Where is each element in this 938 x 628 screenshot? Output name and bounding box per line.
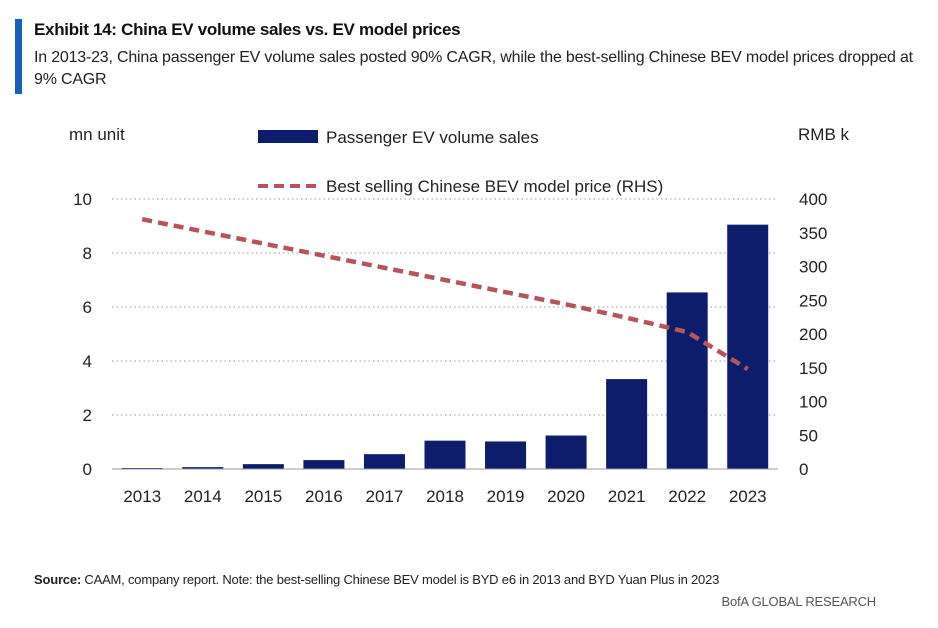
bar-2020: [545, 435, 587, 469]
left-tick-label: 2: [83, 406, 92, 425]
right-tick-label: 200: [799, 325, 827, 344]
x-tick-label: 2019: [487, 487, 525, 506]
price-line: [141, 217, 749, 372]
left-tick-label: 0: [83, 460, 92, 479]
x-tick-label: 2018: [426, 487, 464, 506]
bar-2014: [182, 467, 224, 469]
x-tick-label: 2022: [668, 487, 706, 506]
right-tick-label: 0: [799, 460, 808, 479]
x-tick-label: 2023: [729, 487, 767, 506]
brand-footer: BofA GLOBAL RESEARCH: [721, 594, 877, 609]
right-tick-label: 350: [799, 224, 827, 243]
right-tick-label: 150: [799, 359, 827, 378]
bar-2022: [666, 292, 708, 469]
x-tick-label: 2014: [184, 487, 222, 506]
exhibit-subtitle: In 2013-23, China passenger EV volume sa…: [34, 49, 913, 88]
legend-line-label: Best selling Chinese BEV model price (RH…: [326, 177, 663, 196]
x-tick-label: 2015: [244, 487, 282, 506]
left-tick-label: 8: [83, 244, 92, 263]
right-tick-label: 250: [799, 291, 827, 310]
x-tick-label: 2021: [608, 487, 646, 506]
right-tick-label: 100: [799, 393, 827, 412]
bar-2019: [485, 441, 527, 469]
legend-bar-label: Passenger EV volume sales: [326, 128, 539, 147]
right-tick-label: 300: [799, 258, 827, 277]
line-series: [141, 217, 749, 372]
right-tick-label: 50: [799, 426, 818, 445]
source-note: Source: CAAM, company report. Note: the …: [34, 572, 719, 587]
x-tick-label: 2016: [305, 487, 343, 506]
left-tick-label: 4: [83, 352, 92, 371]
right-tick-label: 400: [799, 190, 827, 209]
left-tick-label: 10: [73, 190, 92, 209]
x-tick-label: 2013: [123, 487, 161, 506]
x-tick-label: 2020: [547, 487, 585, 506]
source-label: Source:: [34, 572, 82, 587]
bar-series: [121, 224, 769, 469]
bar-2017: [363, 454, 405, 469]
title-accent-bar: [15, 19, 22, 94]
bar-2023: [727, 224, 769, 469]
bar-2018: [424, 440, 466, 469]
bar-2021: [606, 379, 648, 469]
left-axis-label: mn unit: [69, 125, 125, 144]
left-tick-label: 6: [83, 298, 92, 317]
exhibit-title: Exhibit 14: China EV volume sales vs. EV…: [34, 20, 461, 39]
x-tick-label: 2017: [366, 487, 404, 506]
source-text: CAAM, company report. Note: the best-sel…: [81, 572, 720, 587]
legend-bar-swatch: [258, 130, 318, 143]
bar-2015: [242, 464, 284, 469]
bar-2016: [303, 460, 345, 469]
right-axis-label: RMB k: [798, 125, 850, 144]
